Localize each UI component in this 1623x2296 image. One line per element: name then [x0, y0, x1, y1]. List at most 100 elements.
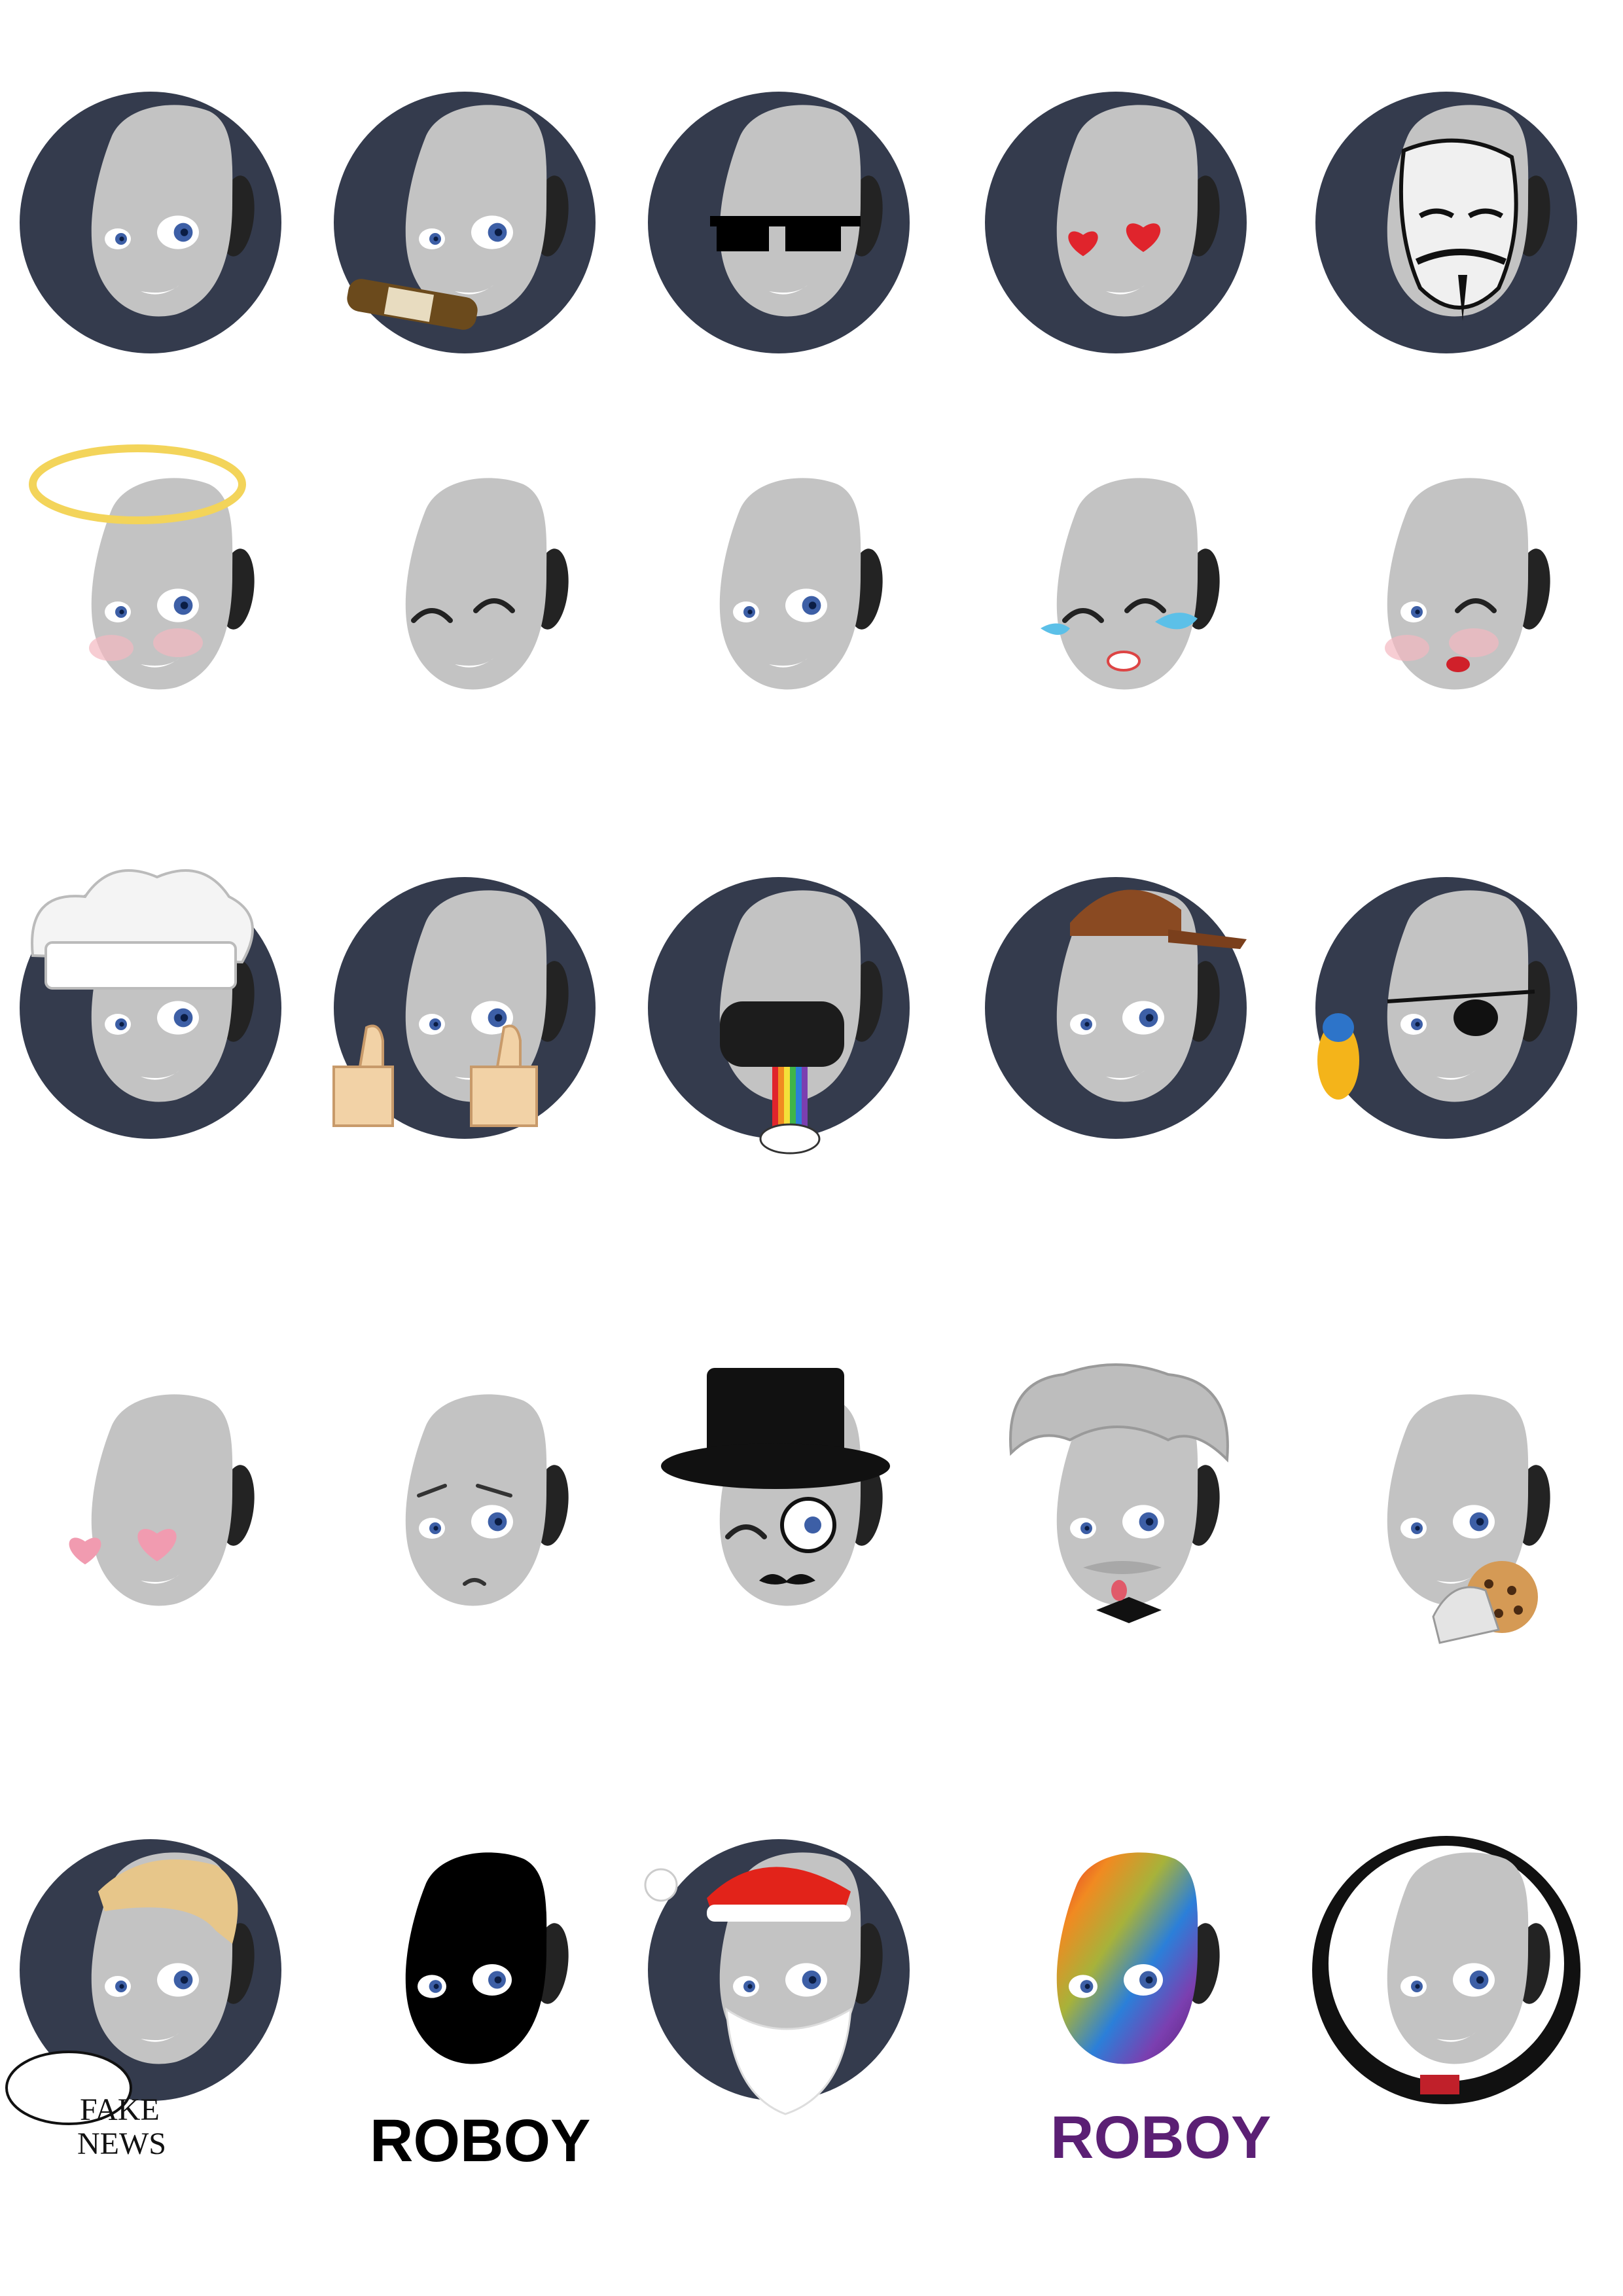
mustache-icon	[759, 1574, 815, 1585]
worried-brows	[417, 1484, 512, 1498]
roboy-black-silhouette	[321, 1813, 609, 2127]
face	[405, 105, 547, 317]
parrot-icon	[1317, 1021, 1359, 1100]
tear-left-icon	[1041, 623, 1070, 635]
roboy-angel-halo	[7, 439, 294, 753]
sunglasses-icon	[710, 216, 861, 226]
heart-eye-left	[1068, 231, 1098, 257]
roboy-beer	[321, 65, 609, 380]
roboy-snapback-cap-graphic	[985, 877, 1247, 1139]
roboy-angel-halo-graphic	[29, 444, 255, 690]
wink-eye	[473, 598, 515, 613]
roboy-astronaut-helmet-graphic	[1312, 1836, 1580, 2104]
roboy-pirate-parrot	[1302, 851, 1590, 1165]
eye-pupil	[1084, 1984, 1090, 1989]
eye-pupil	[1145, 1976, 1153, 1984]
eye-pupil	[808, 1976, 817, 1984]
eye-pupil	[747, 1984, 753, 1989]
roboy-vr-rainbow-graphic	[648, 877, 910, 1155]
eye-pupil	[494, 228, 503, 236]
wink-eye	[1124, 598, 1166, 613]
smile	[1436, 1070, 1476, 1080]
roboy-plain	[7, 65, 294, 380]
roboy-black-silhouette-graphic	[405, 1852, 569, 2064]
eye-pupil	[180, 228, 188, 236]
fake-news-line-1: FAKE	[80, 2092, 160, 2127]
face	[405, 478, 547, 690]
eye-pupil	[119, 609, 124, 615]
roboy-thumbs-up-graphic	[332, 877, 596, 1139]
speech-bubble	[5, 2051, 132, 2125]
eye-pupil	[119, 1984, 124, 1989]
kiss-lips-icon	[1446, 656, 1470, 672]
face	[719, 478, 861, 690]
eye-pupil	[1415, 609, 1420, 615]
roboy-rainbow-silhouette-graphic	[1056, 1852, 1220, 2064]
eye-pupil	[433, 1526, 438, 1531]
smile	[455, 658, 494, 668]
mask-mustache	[1415, 249, 1507, 265]
roboy-worried	[321, 1355, 609, 1669]
smile	[769, 658, 808, 668]
roboy-chef-hat-graphic	[20, 869, 281, 1139]
thumbs-up-right-icon	[470, 1024, 538, 1127]
heart-cheek-right	[137, 1529, 177, 1562]
roboy-tears-of-joy-graphic	[1041, 478, 1220, 690]
smile	[141, 658, 180, 668]
eye-pupil	[433, 236, 438, 242]
eye-pupil	[494, 1518, 503, 1526]
roboy-tears-of-joy	[972, 439, 1260, 753]
roboy-blush-hearts	[7, 1355, 294, 1669]
rainbow-stripe	[802, 1067, 808, 1132]
eye-pupil	[494, 1014, 503, 1022]
roboy-blush-hearts-graphic	[69, 1394, 255, 1606]
roboy-pixel-sunglasses-graphic	[648, 92, 910, 353]
mask-beard	[1458, 275, 1467, 321]
robot-hand-icon	[1432, 1586, 1500, 1644]
face	[719, 105, 861, 317]
chef-hat-icon	[31, 869, 254, 964]
blush-left	[1385, 635, 1429, 661]
face	[1056, 1394, 1198, 1606]
eye-pupil	[180, 1014, 188, 1022]
roboy-wink-graphic	[405, 478, 569, 690]
roboy-einstein-graphic	[1009, 1363, 1229, 1623]
roboy-einstein	[972, 1355, 1260, 1669]
roboy-cookie-graphic	[1387, 1394, 1550, 1644]
roboy-logo-text-purple: ROBOY	[1050, 2104, 1272, 2171]
cookie-chip	[1484, 1579, 1493, 1588]
face	[1387, 1394, 1529, 1606]
roboy-heart-eyes-graphic	[985, 92, 1247, 353]
heart-eye-right	[1126, 223, 1161, 252]
blush-right	[153, 628, 203, 657]
eye-pupil	[1084, 1526, 1090, 1531]
santa-beard-icon	[725, 2007, 852, 2115]
face	[1056, 105, 1198, 317]
cap-brim	[1168, 929, 1247, 949]
roboy-kiss-wink-graphic	[1385, 478, 1550, 690]
eye-pupil	[119, 236, 124, 242]
smile	[141, 1574, 180, 1584]
roboy-worried-graphic	[405, 1394, 569, 1606]
roboy-kiss-wink	[1302, 439, 1590, 753]
fake-news-line-2: NEWS	[77, 2126, 166, 2161]
top-hat-icon	[707, 1368, 844, 1466]
smile	[769, 285, 808, 295]
eye-pupil	[180, 601, 188, 609]
wink-eye	[1455, 598, 1497, 613]
smile	[141, 2032, 180, 2042]
roboy-trump-hair	[5, 1813, 294, 2127]
mouth-laugh	[1107, 651, 1141, 672]
santa-hat-pompom	[644, 1868, 678, 1902]
top-hat-brim	[661, 1443, 890, 1489]
roboy-santa-graphic	[644, 1839, 910, 2115]
roboy-grin-graphic	[719, 478, 883, 690]
eye-pupil	[1415, 1022, 1420, 1027]
roboy-guy-fawkes-mask	[1302, 65, 1590, 380]
cookie-chip	[1494, 1609, 1503, 1618]
smile	[455, 285, 494, 295]
roboy-chef-hat	[7, 851, 294, 1165]
cookie-chip	[1514, 1605, 1523, 1615]
rainbow-stripe	[784, 1067, 790, 1132]
